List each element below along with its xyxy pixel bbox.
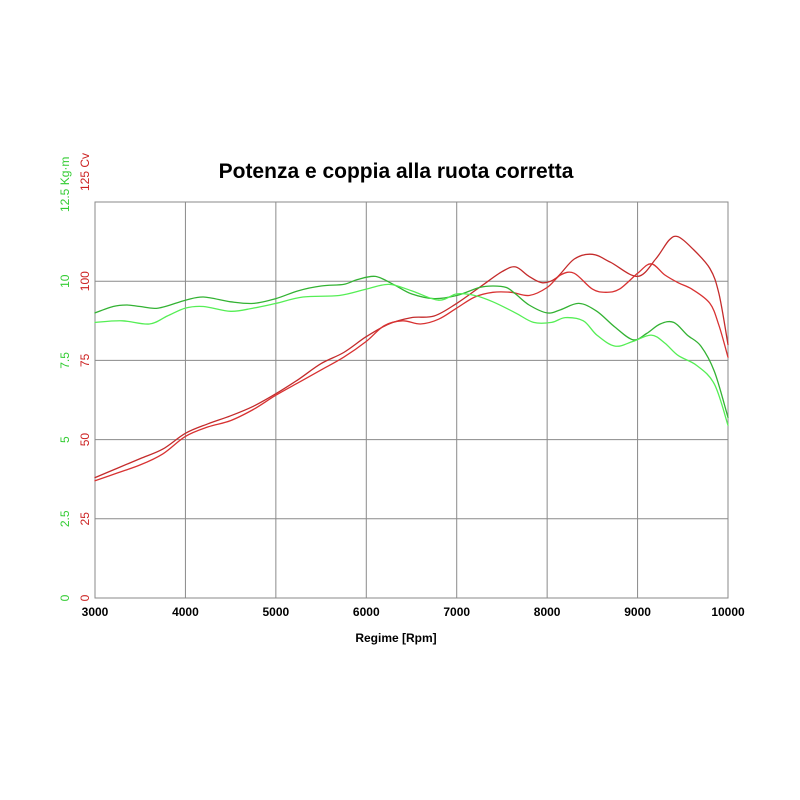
y-tick-label-power: 0: [78, 594, 92, 601]
x-tick-label: 9000: [624, 605, 651, 619]
x-tick-label: 7000: [443, 605, 470, 619]
y-axis-unit-power: 125 Cv: [78, 153, 92, 191]
y-tick-label-power: 100: [78, 271, 92, 291]
x-axis-title: Regime [Rpm]: [355, 631, 436, 645]
torque-curve-4: [94, 283, 729, 426]
y-axis-unit-torque: 12.5 Kg·m: [58, 157, 72, 212]
plot-area: [94, 201, 729, 599]
power-curve-1: [94, 235, 729, 479]
y-tick-label-torque: 0: [58, 594, 72, 601]
x-tick-label: 6000: [353, 605, 380, 619]
y-tick-label-power: 50: [78, 433, 92, 447]
x-tick-label: 5000: [263, 605, 290, 619]
x-tick-labels: 3000 4000 5000 6000 7000 8000 9000 10000: [82, 605, 745, 619]
torque-curve-3: [94, 275, 729, 419]
chart-title: Potenza e coppia alla ruota corretta: [219, 160, 574, 183]
x-tick-label: 8000: [534, 605, 561, 619]
y-tick-label-torque: 5: [58, 436, 72, 443]
x-tick-label: 10000: [711, 605, 745, 619]
y-tick-label-torque: 10: [58, 274, 72, 288]
series-layer: [94, 235, 729, 482]
power-curve-2: [94, 263, 729, 482]
y-tick-label-torque: 2.5: [58, 510, 72, 527]
x-tick-label: 3000: [82, 605, 109, 619]
y-tick-label-torque: 7.5: [58, 352, 72, 369]
gridlines: [94, 202, 729, 599]
x-tick-label: 4000: [172, 605, 199, 619]
y-tick-label-power: 25: [78, 512, 92, 526]
y-tick-label-power: 75: [78, 353, 92, 367]
